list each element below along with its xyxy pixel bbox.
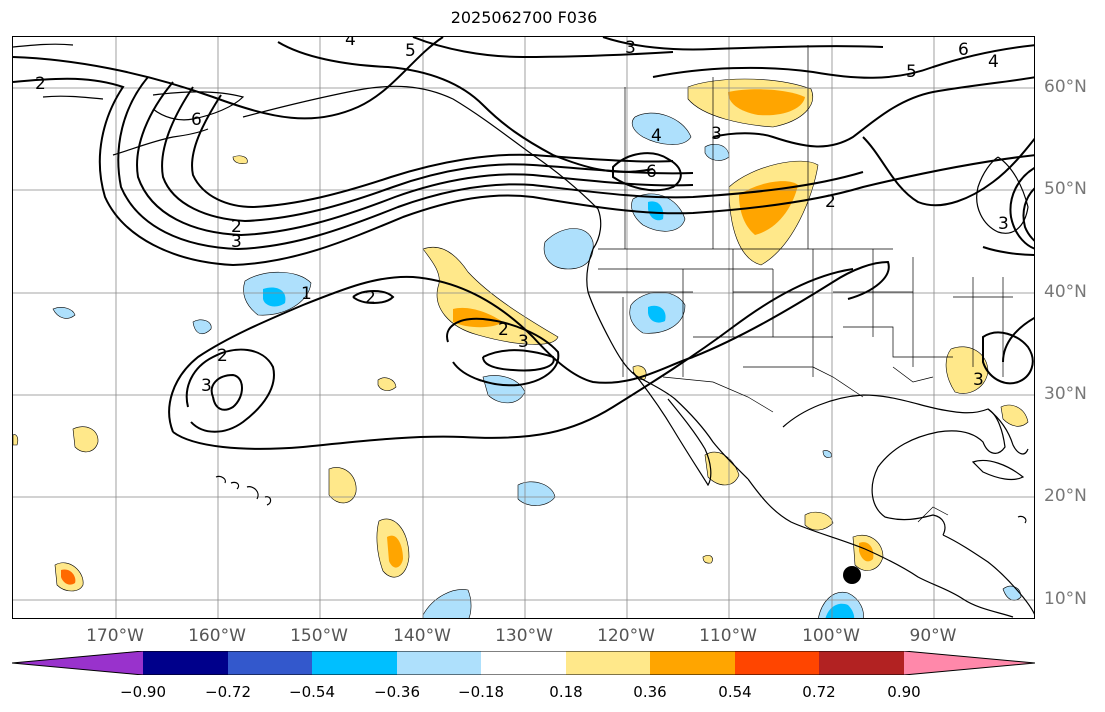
political-boundaries (588, 45, 1013, 523)
contour-label: 4 (988, 52, 999, 72)
contour-labels: 4 5 3 2 6 5 6 4 3 4 6 2 3 2 3 1 2 2 3 2 … (35, 37, 1009, 396)
lon-label: 170°W (86, 626, 144, 646)
contour-label: 2 (825, 192, 836, 212)
contour-label: 2 (365, 288, 376, 308)
lon-label: 150°W (290, 626, 348, 646)
contour-lines (13, 37, 1034, 450)
colorbar-tick: 0.72 (802, 683, 836, 701)
location-marker (843, 566, 861, 584)
contour-label: 3 (998, 214, 1009, 234)
colorbar-segment (12, 651, 143, 675)
lon-label: 120°W (597, 626, 655, 646)
lat-label: 60°N (1044, 77, 1087, 97)
colorbar-tick: 0.18 (549, 683, 583, 701)
chart-title: 2025062700 F036 (450, 8, 598, 27)
lat-label: 50°N (1044, 179, 1087, 199)
contour-label: 6 (646, 162, 657, 182)
colorbar-tick: −0.54 (289, 683, 335, 701)
colorbar-tick: 0.90 (887, 683, 921, 701)
contour-label: 5 (405, 41, 416, 61)
contour-label: 2 (231, 217, 242, 237)
lat-label: 30°N (1044, 384, 1087, 404)
contour-label: 3 (625, 38, 636, 58)
colorbar-segment (312, 651, 397, 675)
lon-label: 160°W (188, 626, 246, 646)
contour-label: 1 (301, 284, 312, 304)
contour-label: 2 (217, 346, 228, 366)
contour-label: 3 (201, 376, 212, 396)
colorbar-segment (143, 651, 228, 675)
contour-label: 2 (35, 74, 46, 94)
lon-label: 90°W (909, 626, 957, 646)
colorbar-segment (397, 651, 481, 675)
lon-label: 110°W (699, 626, 757, 646)
contour-label: 3 (231, 232, 242, 252)
colorbar (12, 651, 1035, 675)
colorbar-tick: −0.72 (205, 683, 251, 701)
colorbar-tick: 0.36 (633, 683, 667, 701)
lon-label: 140°W (393, 626, 451, 646)
contour-label: 3 (711, 124, 722, 144)
colorbar-tick: 0.54 (718, 683, 752, 701)
contour-label: 6 (958, 40, 969, 60)
contour-label: 6 (191, 110, 202, 130)
colorbar-segment (735, 651, 819, 675)
lon-label: 130°W (495, 626, 553, 646)
contour-label: 4 (651, 126, 662, 146)
colorbar-tick: −0.36 (374, 683, 420, 701)
colorbar-tick: −0.90 (120, 683, 166, 701)
contour-label: 3 (518, 332, 529, 352)
colorbar-segment (566, 651, 650, 675)
lat-label: 40°N (1044, 282, 1087, 302)
lat-label: 20°N (1044, 486, 1087, 506)
colorbar-segment (650, 651, 735, 675)
lat-label: 10°N (1044, 589, 1087, 609)
contour-label: 5 (906, 62, 917, 82)
graticule (13, 37, 1034, 618)
contour-label: 3 (973, 370, 984, 390)
coastlines (13, 43, 1034, 618)
colorbar-segment (228, 651, 312, 675)
colorbar-segment (904, 651, 1035, 675)
colorbar-segment (481, 651, 566, 675)
contour-label: 4 (345, 37, 356, 50)
lon-label: 100°W (802, 626, 860, 646)
colorbar-segment (819, 651, 904, 675)
map-canvas: 4 5 3 2 6 5 6 4 3 4 6 2 3 2 3 1 2 2 3 2 … (13, 37, 1034, 618)
map-area: 4 5 3 2 6 5 6 4 3 4 6 2 3 2 3 1 2 2 3 2 … (12, 36, 1035, 619)
contour-label: 2 (498, 320, 509, 340)
colorbar-tick: −0.18 (458, 683, 504, 701)
